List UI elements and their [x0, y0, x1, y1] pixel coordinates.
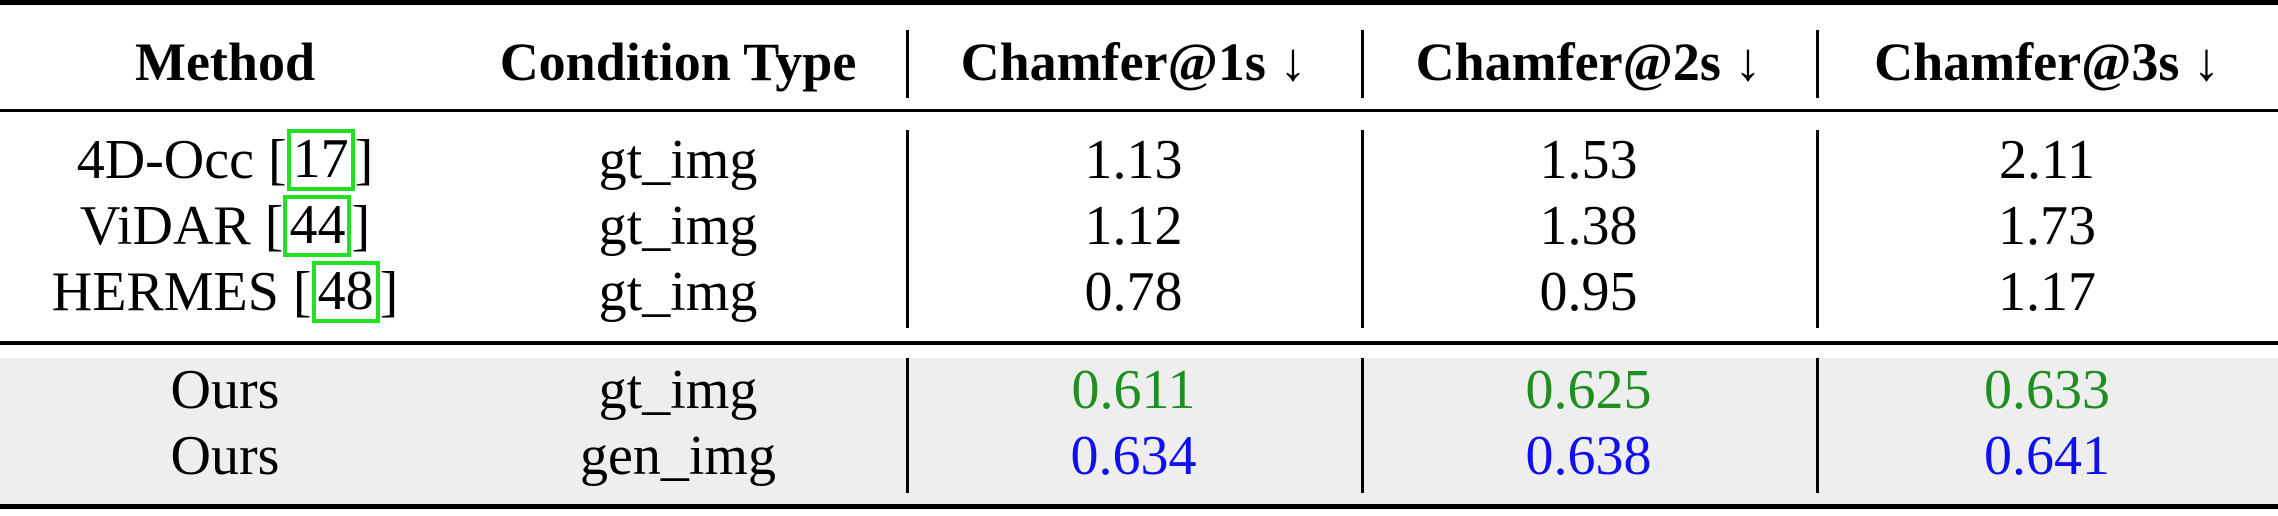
ours-chamfer-1s: 0.634	[906, 424, 1361, 488]
ours-condition: gt_img	[450, 358, 906, 422]
baseline-method: HERMES [48]	[0, 260, 450, 324]
ours-chamfer-3s: 0.641	[1816, 424, 2278, 488]
ours-chamfer-2s: 0.638	[1361, 424, 1816, 488]
baseline-chamfer-3s: 2.11	[1816, 128, 2278, 192]
baseline-chamfer-2s: 1.38	[1361, 194, 1816, 258]
baseline-method: ViDAR [44]	[0, 194, 450, 258]
baseline-condition: gt_img	[450, 194, 906, 258]
section-rule	[0, 341, 2278, 345]
header-method: Method	[0, 30, 450, 94]
bottom-rule	[0, 504, 2278, 509]
header-condition-type: Condition Type	[450, 30, 906, 94]
baseline-chamfer-1s: 1.12	[906, 194, 1361, 258]
baseline-chamfer-2s: 0.95	[1361, 260, 1816, 324]
top-rule	[0, 0, 2278, 5]
ours-chamfer-1s: 0.611	[906, 358, 1361, 422]
baseline-chamfer-1s: 1.13	[906, 128, 1361, 192]
baseline-chamfer-1s: 0.78	[906, 260, 1361, 324]
header-chamfer-1s: Chamfer@1s ↓	[906, 30, 1361, 94]
baseline-chamfer-3s: 1.17	[1816, 260, 2278, 324]
ours-condition: gen_img	[450, 424, 906, 488]
header-chamfer-3s: Chamfer@3s ↓	[1816, 30, 2278, 94]
header-chamfer-2s: Chamfer@2s ↓	[1361, 30, 1816, 94]
ours-method: Ours	[0, 358, 450, 422]
baseline-method: 4D-Occ [17]	[0, 128, 450, 192]
citation-link[interactable]: 48	[312, 261, 380, 322]
ours-method: Ours	[0, 424, 450, 488]
baseline-chamfer-3s: 1.73	[1816, 194, 2278, 258]
baseline-chamfer-2s: 1.53	[1361, 128, 1816, 192]
citation-link[interactable]: 44	[283, 195, 351, 256]
header-rule	[0, 109, 2278, 112]
ours-chamfer-2s: 0.625	[1361, 358, 1816, 422]
ours-chamfer-3s: 0.633	[1816, 358, 2278, 422]
baseline-condition: gt_img	[450, 260, 906, 324]
citation-link[interactable]: 17	[287, 129, 355, 190]
baseline-condition: gt_img	[450, 128, 906, 192]
